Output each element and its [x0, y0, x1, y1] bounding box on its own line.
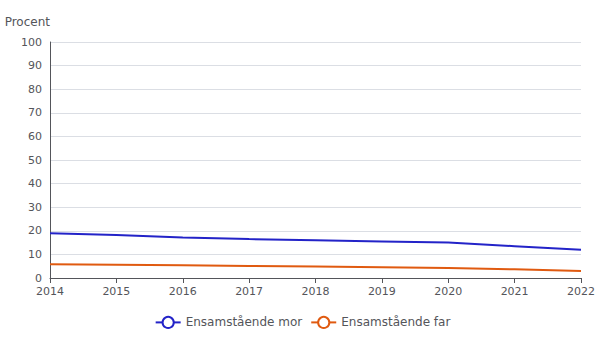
svg-text:2018: 2018 — [302, 285, 330, 298]
svg-text:20: 20 — [28, 224, 42, 237]
svg-text:30: 30 — [28, 201, 42, 214]
svg-text:2017: 2017 — [235, 285, 263, 298]
svg-text:2020: 2020 — [434, 285, 462, 298]
svg-text:Ensamstående mor: Ensamstående mor — [186, 315, 303, 329]
svg-text:40: 40 — [28, 177, 42, 190]
svg-text:2016: 2016 — [169, 285, 197, 298]
svg-text:10: 10 — [28, 248, 42, 261]
svg-text:2014: 2014 — [36, 285, 64, 298]
svg-text:90: 90 — [28, 59, 42, 72]
svg-text:2015: 2015 — [102, 285, 130, 298]
svg-text:70: 70 — [28, 106, 42, 119]
svg-text:2022: 2022 — [567, 285, 595, 298]
svg-text:80: 80 — [28, 83, 42, 96]
svg-text:2021: 2021 — [501, 285, 529, 298]
svg-text:50: 50 — [28, 154, 42, 167]
svg-text:0: 0 — [35, 272, 42, 285]
svg-text:2019: 2019 — [368, 285, 396, 298]
svg-text:Procent: Procent — [5, 15, 51, 29]
svg-text:Ensamstående far: Ensamstående far — [341, 315, 450, 329]
svg-text:60: 60 — [28, 130, 42, 143]
svg-text:100: 100 — [21, 36, 42, 49]
